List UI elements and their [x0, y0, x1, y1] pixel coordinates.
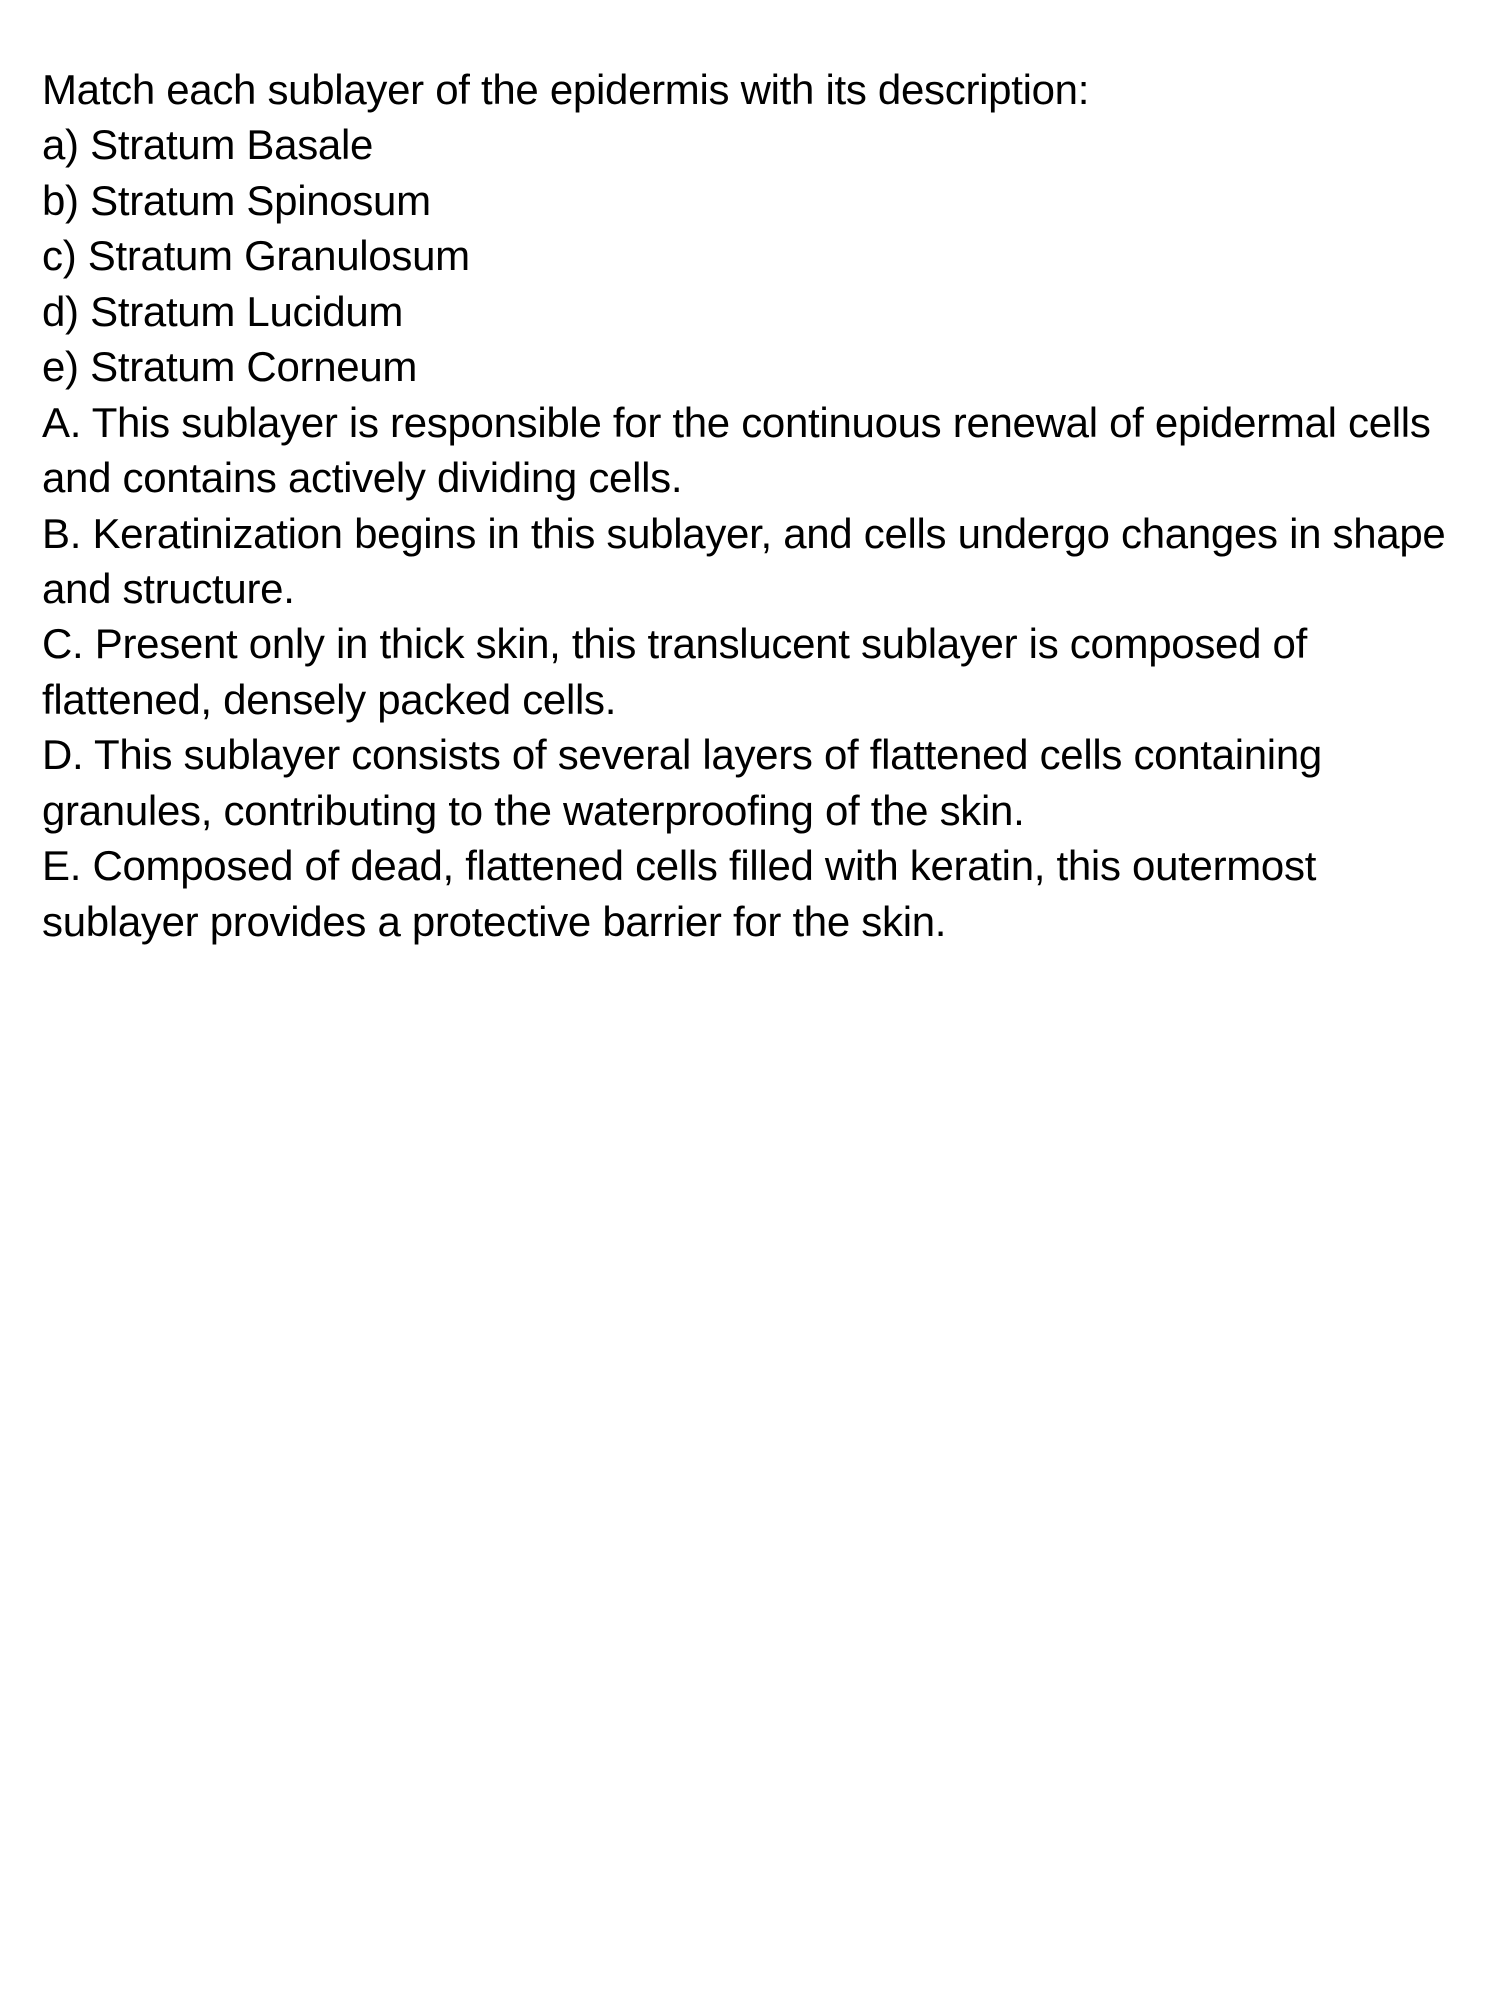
item-a: a) Stratum Basale: [42, 117, 1458, 172]
description-c: C. Present only in thick skin, this tran…: [42, 616, 1458, 727]
question-prompt: Match each sublayer of the epidermis wit…: [42, 62, 1458, 117]
description-a: A. This sublayer is responsible for the …: [42, 395, 1458, 506]
description-d: D. This sublayer consists of several lay…: [42, 727, 1458, 838]
question-content: Match each sublayer of the epidermis wit…: [42, 62, 1458, 949]
item-e: e) Stratum Corneum: [42, 339, 1458, 394]
item-c: c) Stratum Granulosum: [42, 228, 1458, 283]
description-e: E. Composed of dead, flattened cells fil…: [42, 838, 1458, 949]
item-d: d) Stratum Lucidum: [42, 284, 1458, 339]
item-b: b) Stratum Spinosum: [42, 173, 1458, 228]
description-b: B. Keratinization begins in this sublaye…: [42, 506, 1458, 617]
